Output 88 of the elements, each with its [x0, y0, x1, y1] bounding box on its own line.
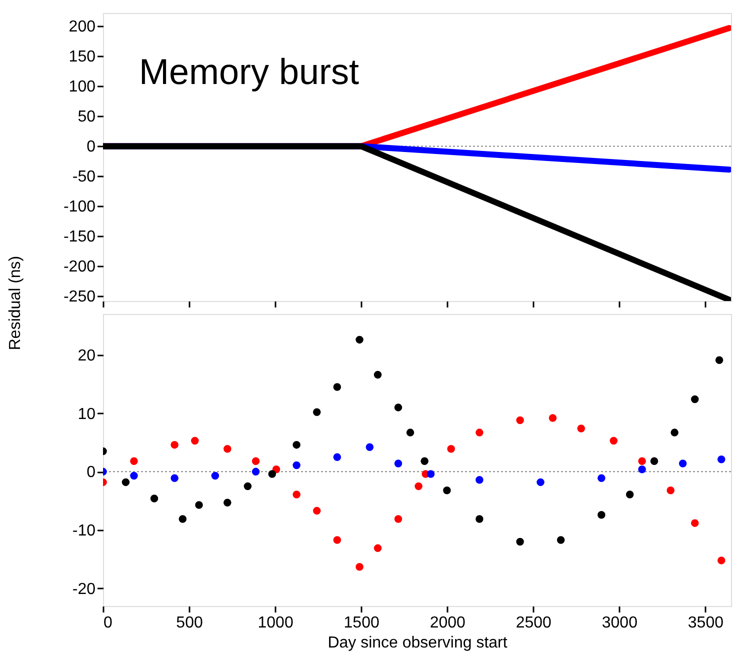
point: [717, 556, 726, 564]
point: [333, 536, 342, 544]
point: [598, 511, 606, 519]
point: [394, 460, 402, 468]
point: [406, 428, 414, 436]
point: [170, 440, 178, 449]
point: [666, 486, 674, 494]
x-tick-label: 500: [176, 614, 203, 632]
point: [670, 428, 678, 436]
y-tick-label: 0: [86, 138, 96, 156]
point: [638, 465, 646, 474]
point: [394, 515, 402, 523]
x-tick-label: 2000: [430, 614, 466, 632]
point: [678, 460, 687, 468]
point: [224, 445, 232, 453]
point: [476, 515, 484, 523]
point: [178, 515, 187, 523]
point: [690, 519, 699, 527]
y-axis-title: Residual (ns): [7, 256, 24, 350]
y-tick-label: 200: [68, 18, 96, 36]
point: [536, 478, 544, 486]
point: [556, 536, 565, 544]
point: [130, 472, 138, 480]
point: [577, 424, 586, 432]
x-axis-title: Day since observing start: [328, 634, 508, 652]
point: [252, 457, 260, 466]
point: [420, 457, 428, 466]
x-tick-label: 3000: [602, 614, 638, 632]
y-tick-label: 100: [68, 78, 96, 96]
y-tick-label: -50: [72, 168, 96, 186]
y-tick-label: 10: [78, 406, 96, 423]
point: [366, 443, 374, 452]
point: [170, 474, 178, 482]
point: [130, 457, 138, 466]
point: [268, 470, 276, 478]
x-tick-label: 0: [104, 614, 112, 632]
point: [610, 436, 618, 445]
y-tick-label: -150: [63, 228, 96, 246]
x-tick-label: 1500: [344, 614, 380, 632]
point: [224, 498, 232, 506]
point: [312, 506, 321, 515]
y-tick-label: 0: [86, 464, 96, 482]
point: [690, 395, 699, 404]
point: [598, 474, 606, 482]
y-tick-label: -100: [63, 198, 96, 216]
annotation: Memory burst: [139, 51, 360, 92]
point: [292, 490, 300, 498]
point: [394, 404, 402, 412]
point: [638, 457, 646, 466]
y-tick-label: -10: [72, 522, 96, 540]
point: [195, 501, 203, 509]
point: [292, 461, 300, 470]
point: [333, 383, 342, 391]
point: [374, 544, 382, 552]
point: [516, 416, 524, 424]
point: [244, 482, 252, 490]
point: [211, 472, 220, 480]
point: [443, 486, 451, 494]
point: [191, 436, 199, 445]
point: [312, 408, 321, 416]
x-tick-label: 1000: [258, 614, 294, 632]
x-tick-label: 3500: [688, 614, 724, 632]
y-tick-label: 50: [78, 108, 96, 126]
point: [476, 428, 484, 436]
point: [252, 468, 260, 476]
point: [374, 370, 382, 379]
point: [476, 476, 484, 484]
point: [356, 336, 364, 344]
point: [292, 440, 300, 449]
x-tick-label: 2500: [516, 614, 552, 632]
y-tick-label: -200: [63, 258, 96, 276]
point: [548, 414, 557, 422]
point: [122, 478, 130, 486]
y-tick-label: -20: [72, 580, 96, 598]
point: [356, 563, 364, 571]
point: [414, 482, 422, 490]
y-tick-label: -250: [63, 288, 96, 306]
point: [150, 494, 158, 502]
point: [715, 356, 724, 364]
point: [650, 457, 658, 466]
point: [426, 470, 435, 478]
point: [447, 445, 455, 453]
y-tick-label: 150: [68, 48, 96, 66]
point: [717, 456, 726, 464]
point: [333, 453, 342, 461]
point: [626, 490, 634, 498]
y-tick-label: 20: [78, 347, 96, 364]
point: [516, 538, 524, 546]
